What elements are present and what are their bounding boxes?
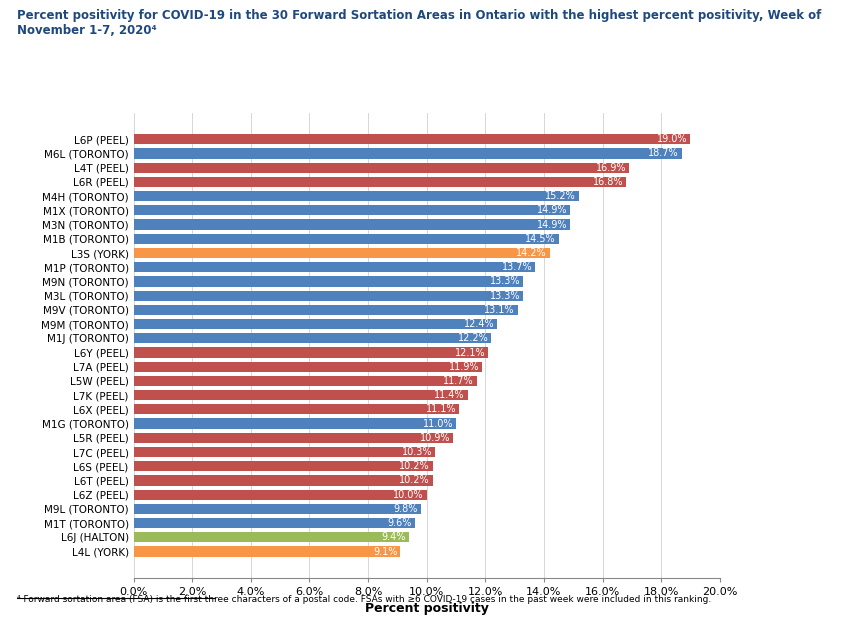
Bar <box>133 461 432 472</box>
Text: 14.2%: 14.2% <box>516 248 546 258</box>
Text: 11.1%: 11.1% <box>425 404 455 414</box>
Bar <box>133 262 535 273</box>
Bar <box>133 362 482 372</box>
Bar <box>133 291 523 301</box>
Text: 9.6%: 9.6% <box>387 518 412 528</box>
Bar <box>133 177 625 187</box>
Text: Percent positivity for COVID-19 in the 30 Forward Sortation Areas in Ontario wit: Percent positivity for COVID-19 in the 3… <box>17 9 821 23</box>
Bar <box>133 305 517 315</box>
Bar <box>133 148 681 159</box>
Bar <box>133 276 523 286</box>
Bar <box>133 319 497 329</box>
Bar <box>133 134 690 144</box>
Text: 11.0%: 11.0% <box>422 419 453 428</box>
Bar <box>133 433 453 443</box>
Bar <box>133 347 487 357</box>
Text: 13.3%: 13.3% <box>489 291 520 301</box>
Bar <box>133 518 414 528</box>
Text: 15.2%: 15.2% <box>545 191 575 201</box>
Bar <box>133 219 570 230</box>
Bar <box>133 490 426 500</box>
Bar <box>133 447 435 457</box>
Text: 19.0%: 19.0% <box>656 134 687 144</box>
Text: 13.1%: 13.1% <box>484 305 514 315</box>
Text: 9.8%: 9.8% <box>393 504 418 514</box>
Bar <box>133 532 409 543</box>
Text: 14.9%: 14.9% <box>536 205 567 215</box>
X-axis label: Percent positivity: Percent positivity <box>364 602 488 615</box>
Text: 12.2%: 12.2% <box>457 333 487 344</box>
Bar <box>133 248 549 258</box>
Bar <box>133 418 455 429</box>
Text: 10.2%: 10.2% <box>399 461 429 471</box>
Text: 16.8%: 16.8% <box>592 177 623 187</box>
Text: 11.4%: 11.4% <box>434 390 464 400</box>
Bar <box>133 546 400 556</box>
Text: 11.7%: 11.7% <box>443 376 473 386</box>
Text: 11.9%: 11.9% <box>449 362 479 372</box>
Text: 10.0%: 10.0% <box>393 490 424 500</box>
Bar <box>133 333 491 344</box>
Text: 16.9%: 16.9% <box>595 163 625 173</box>
Text: 10.3%: 10.3% <box>401 447 432 457</box>
Text: ⁴ Forward sortation area (FSA) is the first three characters of a postal code. F: ⁴ Forward sortation area (FSA) is the fi… <box>17 595 710 604</box>
Text: November 1-7, 2020⁴: November 1-7, 2020⁴ <box>17 24 157 37</box>
Bar <box>133 205 570 215</box>
Bar <box>133 234 558 244</box>
Text: 10.2%: 10.2% <box>399 475 429 485</box>
Bar <box>133 376 476 386</box>
Bar <box>133 390 468 400</box>
Text: 14.5%: 14.5% <box>524 234 555 244</box>
Bar <box>133 475 432 485</box>
Bar <box>133 163 629 173</box>
Text: 12.1%: 12.1% <box>454 347 485 357</box>
Text: 13.7%: 13.7% <box>501 263 531 272</box>
Text: 9.1%: 9.1% <box>373 546 397 556</box>
Text: 13.3%: 13.3% <box>489 276 520 286</box>
Text: 14.9%: 14.9% <box>536 220 567 230</box>
Bar <box>133 404 458 414</box>
Bar <box>133 504 420 514</box>
Bar <box>133 191 579 201</box>
Text: 18.7%: 18.7% <box>647 148 678 158</box>
Text: 12.4%: 12.4% <box>463 319 493 329</box>
Text: 10.9%: 10.9% <box>419 433 449 443</box>
Text: 9.4%: 9.4% <box>381 533 406 543</box>
